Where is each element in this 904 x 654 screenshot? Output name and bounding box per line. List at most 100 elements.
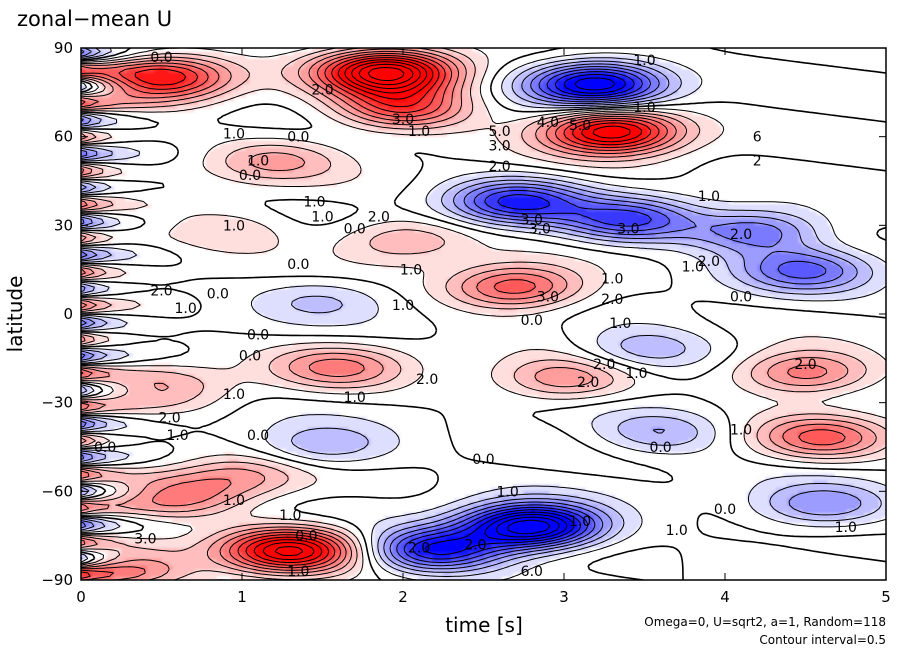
contour-label: 1.0 <box>223 218 245 234</box>
contour-label: 1.0 <box>247 153 269 169</box>
contour-label: 1.0 <box>166 428 188 444</box>
contour-label: 1.0 <box>633 100 655 116</box>
x-tick-label: 0 <box>76 588 86 606</box>
contour-label: 1.0 <box>223 127 245 143</box>
contour-negative <box>403 68 652 563</box>
contour-label: 3.0 <box>521 212 543 228</box>
y-axis-label: latitude <box>3 276 27 353</box>
contour-label: 2.0 <box>488 159 510 175</box>
contour-label: 2.0 <box>408 540 430 556</box>
contour-negative <box>495 516 560 538</box>
contour-positive <box>81 48 877 580</box>
contour-negative <box>507 519 551 535</box>
contour-label: 1.0 <box>408 124 430 140</box>
contour-label: 1.0 <box>327 582 349 598</box>
contour-negative <box>484 77 616 541</box>
x-tick-label: 4 <box>720 588 730 606</box>
contour-positive <box>274 61 421 556</box>
contour-negative <box>424 73 627 556</box>
x-tick-label: 3 <box>559 588 569 606</box>
contour-label: 5.0 <box>488 124 510 140</box>
y-tick-label: −90 <box>41 571 73 589</box>
contour-negative <box>81 49 844 570</box>
contour-label: 1.0 <box>666 523 688 539</box>
y-tick-label: −30 <box>41 394 73 412</box>
contour-label: 2.0 <box>416 372 438 388</box>
contour-label: 2.0 <box>730 227 752 243</box>
y-axis: −90 −60 −30 0 30 60 90 <box>41 39 886 589</box>
y-tick-label: 90 <box>54 39 73 57</box>
contour-label: 1.0 <box>175 301 197 317</box>
contour-negative <box>81 48 882 577</box>
x-tick-label: 1 <box>237 588 247 606</box>
contour-positive <box>81 48 863 580</box>
x-axis-label: time [s] <box>445 613 523 637</box>
contour-label: 1.0 <box>392 298 414 314</box>
contour-label: 1.0 <box>633 53 655 69</box>
contour-lines <box>81 48 886 580</box>
contour-label: 0.0 <box>247 328 269 344</box>
contour-label: 1.0 <box>730 422 752 438</box>
y-tick-label: 30 <box>54 216 73 234</box>
contour-label: 0.0 <box>714 502 736 518</box>
contour-label: 1.0 <box>835 520 857 536</box>
contour-label: 0.0 <box>207 286 229 302</box>
contour-positive <box>134 55 652 566</box>
contour-label: 1.0 <box>609 316 631 332</box>
y-tick-label: 0 <box>63 305 73 323</box>
contour-label: 3.0 <box>537 289 559 305</box>
x-tick-label: 2 <box>398 588 408 606</box>
contour-label: 6 <box>753 130 762 146</box>
x-axis: 0 1 2 3 4 5 <box>76 48 891 606</box>
heatmap-field <box>81 48 886 580</box>
contour-label: 0.0 <box>239 168 261 184</box>
contour-label: 2.0 <box>794 357 816 373</box>
contour-label: 2.0 <box>593 357 615 373</box>
contour-positive <box>81 48 886 580</box>
contour-label: 1.0 <box>287 564 309 580</box>
contour-label: 1.0 <box>497 484 519 500</box>
contour-label: 1.0 <box>698 189 720 205</box>
contour-label: 0.0 <box>649 440 671 456</box>
contour-label: 0.0 <box>344 221 366 237</box>
contour-label: 3.0 <box>617 221 639 237</box>
contour-label: 0.0 <box>239 348 261 364</box>
contour-label: 2.0 <box>368 209 390 225</box>
y-tick-label: 60 <box>54 128 73 146</box>
contour-negative <box>81 48 862 573</box>
contour-label: 1.0 <box>279 508 301 524</box>
contour-label: 2.0 <box>601 292 623 308</box>
contour-label: 1.0 <box>569 514 591 530</box>
contour-label: 2.0 <box>158 410 180 426</box>
contour-positive <box>262 59 631 560</box>
contour-negative <box>412 71 635 560</box>
contour-label: 1.0 <box>311 209 333 225</box>
contour-positive <box>253 57 642 563</box>
x-tick-label: 5 <box>881 588 891 606</box>
contour-label: 1.0 <box>625 366 647 382</box>
contour-label: 2.0 <box>150 283 172 299</box>
contour-label: 0.0 <box>150 50 172 66</box>
contour-label: 6.0 <box>521 564 543 580</box>
contour-label: 3.0 <box>488 139 510 155</box>
contour-label: 1.0 <box>223 493 245 509</box>
contour-negative <box>396 66 827 567</box>
contour-label: 3.0 <box>134 532 156 548</box>
contour-label: 2.0 <box>698 254 720 270</box>
contour-interval-note: Contour interval=0.5 <box>759 633 886 647</box>
contour-label: 1.0 <box>303 195 325 211</box>
contour-label: 0.0 <box>521 313 543 329</box>
contour-positive <box>358 63 414 86</box>
contour-label: 1.0 <box>601 272 623 288</box>
contour-positive <box>81 53 660 579</box>
contour-label: 0.0 <box>94 440 116 456</box>
contour-label: 2.0 <box>311 82 333 98</box>
contour-label: 3.0 <box>529 221 551 237</box>
contour-positive <box>81 48 886 580</box>
contour-label: 2.0 <box>577 375 599 391</box>
contour-positive <box>81 50 846 580</box>
contour-labels: 0.02.01.03.01.0 5.03.04.02.05.01.01.0 0.01… <box>94 50 857 598</box>
contour-zero <box>81 48 886 580</box>
contour-label: 0.0 <box>247 428 269 444</box>
